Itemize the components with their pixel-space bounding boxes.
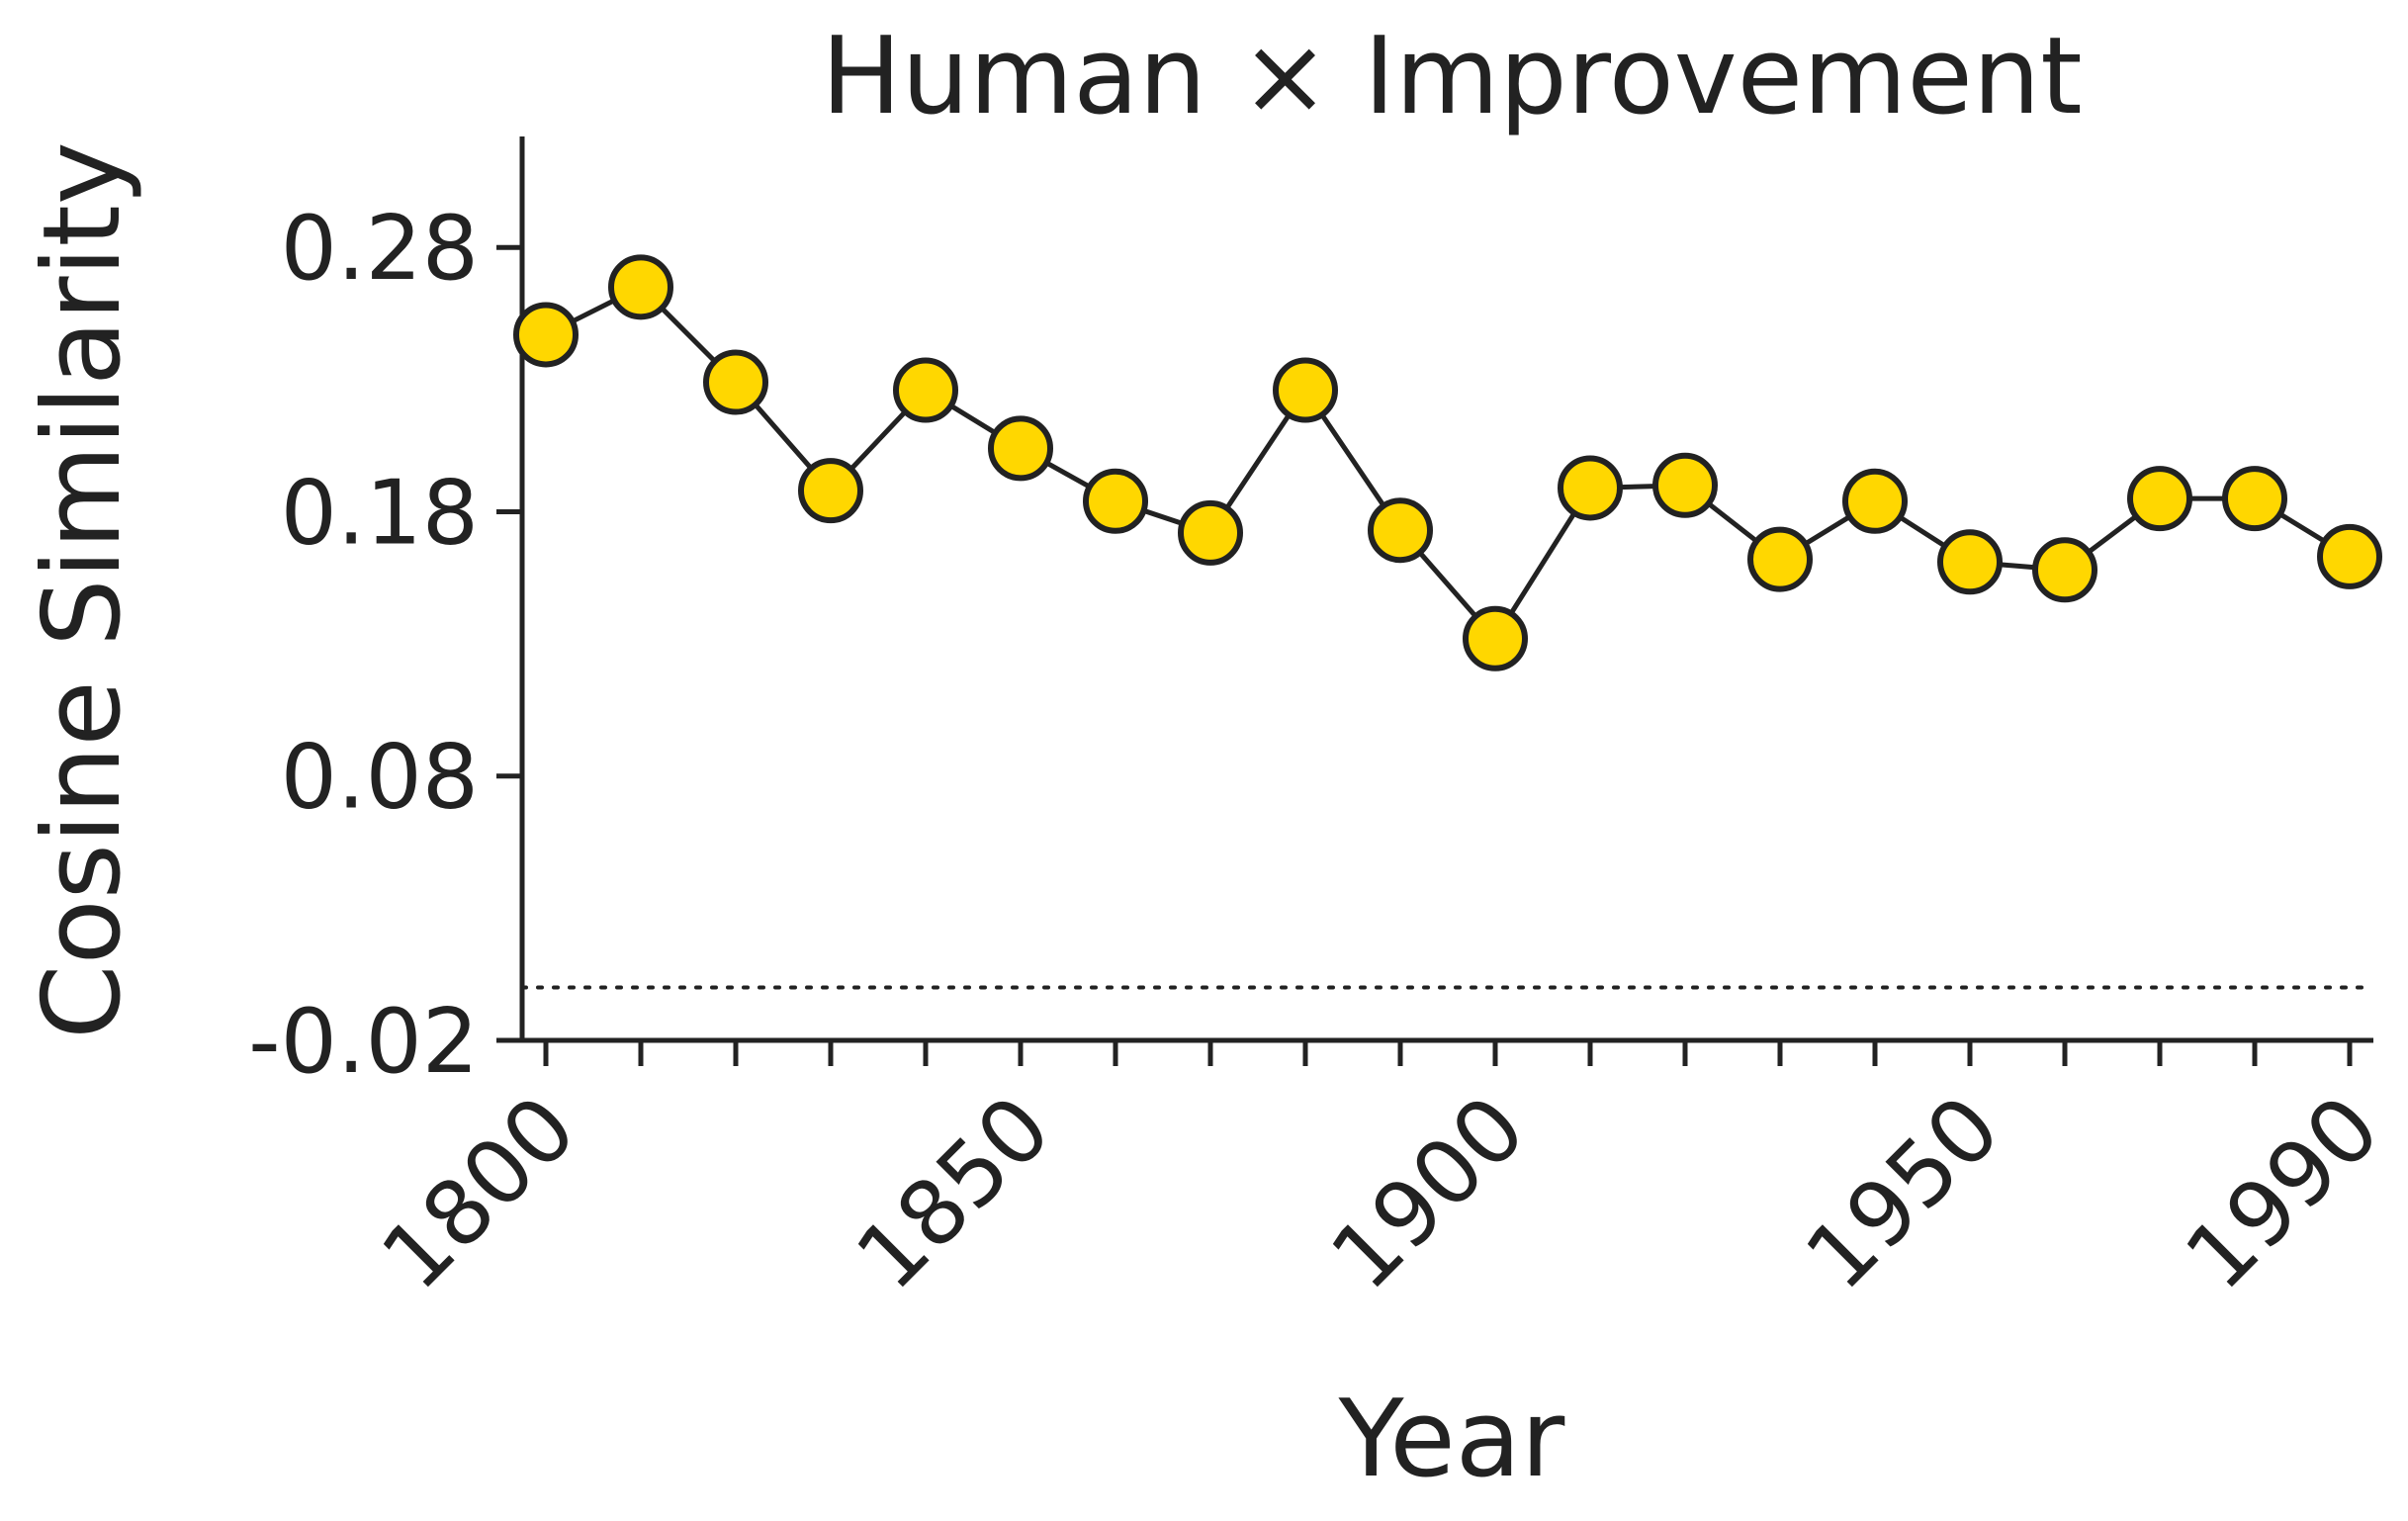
y-tick-label: 0.18 [281, 461, 479, 565]
data-point [1273, 357, 1338, 423]
data-points [513, 254, 2382, 671]
chart-title: Human × Improvement [821, 15, 2082, 138]
data-point [2032, 537, 2097, 603]
data-point [1937, 529, 2003, 595]
data-point [1463, 605, 1528, 671]
y-tick-label: 0.08 [281, 726, 479, 830]
x-axis-title: Year [1338, 1378, 1565, 1501]
x-tick-label: 1850 [837, 1076, 1070, 1309]
data-point [1842, 468, 1908, 534]
y-tick-label: 0.28 [281, 197, 479, 301]
data-point [1083, 468, 1148, 534]
y-axis-title: Cosine Similarity [21, 141, 144, 1039]
data-point [703, 349, 768, 415]
data-point [2127, 466, 2192, 532]
data-point [1652, 452, 1718, 518]
x-axis-ticks: 1800 1850 1900 1950 1990 [362, 1040, 2400, 1310]
x-tick-label: 1950 [1786, 1076, 2019, 1309]
data-point [1747, 526, 1813, 592]
data-point [608, 254, 673, 320]
data-point [1178, 499, 1243, 566]
data-point [2222, 466, 2287, 532]
y-tick-label: -0.02 [248, 990, 479, 1094]
data-point [1558, 455, 1623, 521]
data-point [988, 415, 1053, 482]
data-point [798, 458, 863, 524]
x-tick-label: 1900 [1311, 1076, 1545, 1309]
data-point [893, 357, 958, 423]
data-point [513, 302, 579, 368]
x-tick-label: 1990 [2166, 1076, 2399, 1309]
y-axis-ticks: -0.02 0.08 0.18 0.28 [248, 197, 522, 1094]
data-point [2317, 523, 2382, 589]
data-point [1368, 497, 1433, 564]
x-tick-label: 1800 [362, 1076, 595, 1309]
